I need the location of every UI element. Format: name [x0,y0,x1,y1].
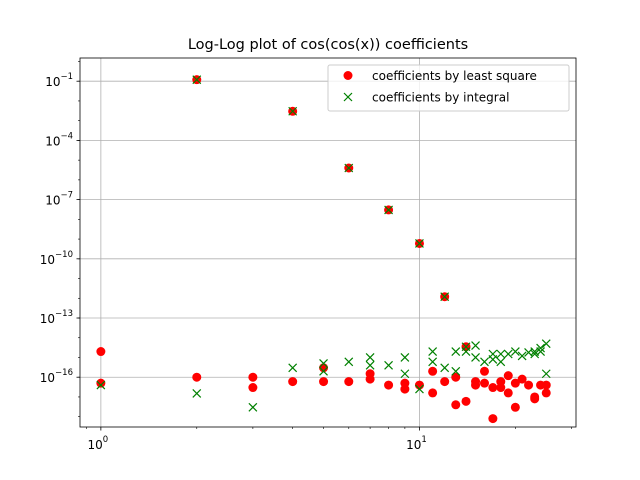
data-point-integral [365,360,375,370]
data-point-integral [471,353,480,362]
data-point-least-square [344,377,354,387]
data-point-least-square [288,377,298,387]
data-point-integral [480,357,489,367]
data-point-integral [451,347,461,356]
data-point-least-square [96,347,106,357]
legend-label-least-square: coefficients by least square [372,69,537,83]
data-point-least-square [541,388,551,398]
data-point-integral [440,292,450,302]
data-point-least-square [479,366,489,376]
data-point-integral [288,106,298,116]
data-point-least-square [319,377,329,387]
y-tick-label: 10−16 [40,368,73,385]
data-point-least-square [524,380,534,390]
data-point-integral [496,357,506,367]
data-point-least-square [510,378,520,388]
data-point-least-square [517,374,527,384]
data-point-least-square [503,388,513,398]
data-point-integral [517,351,527,361]
legend-marker-integral [343,92,353,102]
data-point-integral [451,366,461,376]
data-point-least-square [428,366,438,376]
data-point-integral [415,239,424,248]
data-point-integral [192,75,202,85]
chart-title: Log-Log plot of cos(cos(x)) coefficients [188,37,468,53]
data-point-integral [440,363,450,373]
data-points-layer [96,75,551,424]
data-point-least-square [248,383,258,393]
data-point-least-square [365,374,375,384]
x-tick-label: 100 [88,435,109,452]
data-point-integral [428,357,438,367]
data-point-integral [503,349,513,359]
legend-frame [327,64,570,112]
data-point-integral [471,341,480,351]
legend: coefficients by least square coefficient… [327,64,570,112]
data-point-integral [400,369,410,379]
data-point-integral [384,205,394,215]
data-point-least-square [428,388,438,398]
data-point-least-square [488,383,498,393]
data-point-least-square [451,400,461,410]
data-point-least-square [400,384,410,394]
data-point-least-square [541,380,551,390]
data-point-least-square [461,396,471,406]
data-point-integral [319,358,328,368]
data-point-integral [510,347,520,356]
data-point-integral [384,360,394,370]
data-point-integral [536,343,546,353]
data-point-integral [461,347,471,356]
data-point-integral [536,347,546,356]
legend-label-integral: coefficients by integral [372,91,509,105]
data-point-integral [192,389,202,398]
data-point-integral [428,347,438,356]
data-point-integral [400,353,410,362]
data-point-least-square [510,402,520,412]
series-integral [96,75,551,412]
data-point-least-square [503,371,513,381]
data-point-least-square [440,377,450,387]
data-point-integral [344,357,354,367]
data-point-integral [365,353,375,362]
data-point-least-square [248,372,258,382]
data-point-least-square [530,394,540,404]
data-point-least-square [414,380,424,390]
data-point-integral [541,339,551,349]
data-point-integral [288,363,298,373]
data-point-least-square [451,372,461,382]
y-tick-label: 10−10 [40,250,73,267]
data-point-integral [248,402,258,412]
data-point-least-square [384,380,394,390]
legend-marker-least-square [343,71,353,80]
data-point-integral [319,366,328,376]
data-point-integral [96,380,106,390]
plot-frame [79,57,577,428]
data-point-least-square [192,372,202,382]
y-tick-label: 10−7 [45,191,73,208]
data-point-least-square [471,377,481,387]
data-point-integral [541,369,551,379]
y-tick-label: 10−1 [45,72,73,89]
data-point-least-square [479,378,489,388]
x-tick-label: 101 [406,435,427,452]
data-point-least-square [496,377,506,387]
y-tick-label: 10−4 [45,131,73,148]
y-tick-label: 10−13 [40,309,73,326]
data-point-integral [344,163,354,173]
y-axis-ticks: 10−16 10−13 10−10 10−7 10−4 10−1 [40,61,80,417]
data-point-least-square [96,378,106,388]
data-point-integral [415,384,424,394]
data-point-least-square [488,414,498,424]
x-axis-ticks: 100 101 [85,427,572,452]
data-point-integral [496,349,506,359]
data-point-integral [488,354,498,364]
